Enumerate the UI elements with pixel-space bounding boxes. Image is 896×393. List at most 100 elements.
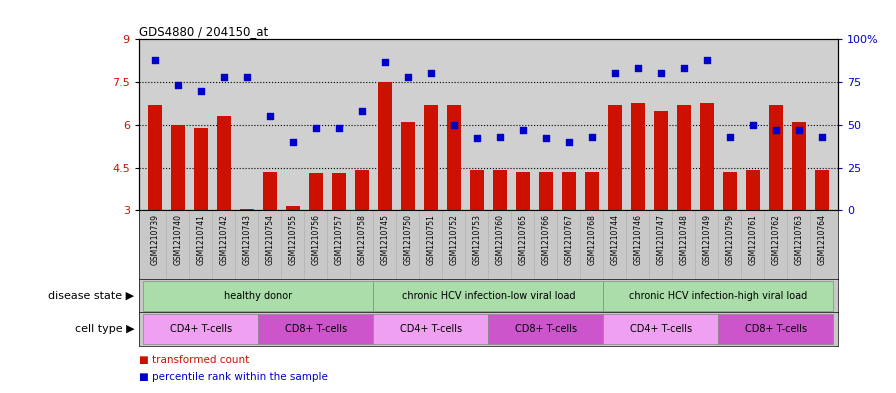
- Bar: [171, 125, 185, 210]
- Bar: [447, 105, 461, 210]
- Bar: [143, 314, 258, 344]
- Point: [332, 125, 346, 131]
- Point: [424, 70, 438, 77]
- Bar: [143, 281, 374, 311]
- Text: GSM1210748: GSM1210748: [679, 214, 688, 264]
- Bar: [217, 116, 231, 210]
- Bar: [814, 170, 829, 210]
- Bar: [700, 103, 713, 210]
- Point: [309, 125, 323, 131]
- Text: GSM1210749: GSM1210749: [702, 214, 711, 265]
- Bar: [654, 110, 668, 210]
- Text: ■ percentile rank within the sample: ■ percentile rank within the sample: [139, 372, 328, 382]
- Bar: [355, 170, 369, 210]
- Point: [791, 127, 806, 133]
- Bar: [148, 105, 162, 210]
- Bar: [493, 170, 507, 210]
- Text: healthy donor: healthy donor: [224, 291, 292, 301]
- Text: GSM1210747: GSM1210747: [656, 214, 665, 265]
- Point: [148, 57, 162, 63]
- Text: GSM1210753: GSM1210753: [472, 214, 481, 265]
- Bar: [792, 122, 806, 210]
- Text: cell type ▶: cell type ▶: [74, 324, 134, 334]
- Bar: [374, 281, 603, 311]
- Point: [470, 135, 484, 141]
- Text: GSM1210764: GSM1210764: [817, 214, 826, 265]
- Text: GSM1210740: GSM1210740: [174, 214, 183, 265]
- Text: ■ transformed count: ■ transformed count: [139, 354, 249, 365]
- Bar: [516, 172, 530, 210]
- Point: [745, 121, 760, 128]
- Point: [401, 74, 415, 80]
- Text: GSM1210767: GSM1210767: [564, 214, 573, 265]
- Text: chronic HCV infection-high viral load: chronic HCV infection-high viral load: [629, 291, 807, 301]
- Point: [769, 127, 783, 133]
- Bar: [378, 82, 392, 210]
- Text: GSM1210751: GSM1210751: [426, 214, 435, 264]
- Point: [355, 108, 369, 114]
- Bar: [401, 122, 415, 210]
- Bar: [603, 281, 833, 311]
- Text: GSM1210745: GSM1210745: [381, 214, 390, 265]
- Text: chronic HCV infection-low viral load: chronic HCV infection-low viral load: [401, 291, 575, 301]
- Point: [631, 65, 645, 72]
- Bar: [585, 172, 599, 210]
- Bar: [631, 103, 644, 210]
- Text: GSM1210755: GSM1210755: [289, 214, 297, 265]
- Bar: [538, 172, 553, 210]
- Point: [700, 57, 714, 63]
- Text: GSM1210758: GSM1210758: [358, 214, 366, 264]
- Bar: [769, 105, 782, 210]
- Bar: [194, 128, 208, 210]
- Bar: [263, 172, 277, 210]
- Text: disease state ▶: disease state ▶: [48, 291, 134, 301]
- Text: CD8+ T-cells: CD8+ T-cells: [745, 324, 806, 334]
- Text: GSM1210754: GSM1210754: [265, 214, 274, 265]
- Bar: [607, 105, 622, 210]
- Text: GDS4880 / 204150_at: GDS4880 / 204150_at: [139, 25, 268, 38]
- Bar: [424, 105, 438, 210]
- Point: [378, 59, 392, 65]
- Bar: [603, 314, 719, 344]
- Bar: [374, 314, 488, 344]
- Text: CD4+ T-cells: CD4+ T-cells: [170, 324, 232, 334]
- Point: [447, 121, 461, 128]
- Text: GSM1210742: GSM1210742: [220, 214, 228, 264]
- Point: [171, 82, 185, 88]
- Bar: [309, 173, 323, 210]
- Point: [194, 87, 208, 94]
- Text: CD4+ T-cells: CD4+ T-cells: [630, 324, 692, 334]
- Bar: [676, 105, 691, 210]
- Point: [538, 135, 553, 141]
- Text: GSM1210766: GSM1210766: [541, 214, 550, 265]
- Point: [217, 74, 231, 80]
- Bar: [240, 209, 254, 210]
- Bar: [332, 173, 346, 210]
- Point: [584, 134, 599, 140]
- Bar: [562, 172, 576, 210]
- Text: GSM1210765: GSM1210765: [518, 214, 528, 265]
- Bar: [745, 170, 760, 210]
- Text: GSM1210759: GSM1210759: [725, 214, 734, 265]
- Text: GSM1210752: GSM1210752: [449, 214, 459, 264]
- Bar: [723, 172, 737, 210]
- Text: GSM1210744: GSM1210744: [610, 214, 619, 265]
- Point: [515, 127, 530, 133]
- Bar: [719, 314, 833, 344]
- Point: [286, 139, 300, 145]
- Point: [263, 113, 277, 119]
- Text: GSM1210763: GSM1210763: [794, 214, 803, 265]
- Bar: [258, 314, 374, 344]
- Text: CD8+ T-cells: CD8+ T-cells: [285, 324, 347, 334]
- Point: [562, 139, 576, 145]
- Point: [493, 134, 507, 140]
- Text: GSM1210741: GSM1210741: [196, 214, 205, 264]
- Bar: [286, 206, 300, 210]
- Text: GSM1210768: GSM1210768: [587, 214, 596, 264]
- Bar: [470, 170, 484, 210]
- Text: GSM1210743: GSM1210743: [243, 214, 252, 265]
- Point: [607, 70, 622, 77]
- Text: CD8+ T-cells: CD8+ T-cells: [514, 324, 577, 334]
- Point: [814, 134, 829, 140]
- Text: GSM1210760: GSM1210760: [495, 214, 504, 265]
